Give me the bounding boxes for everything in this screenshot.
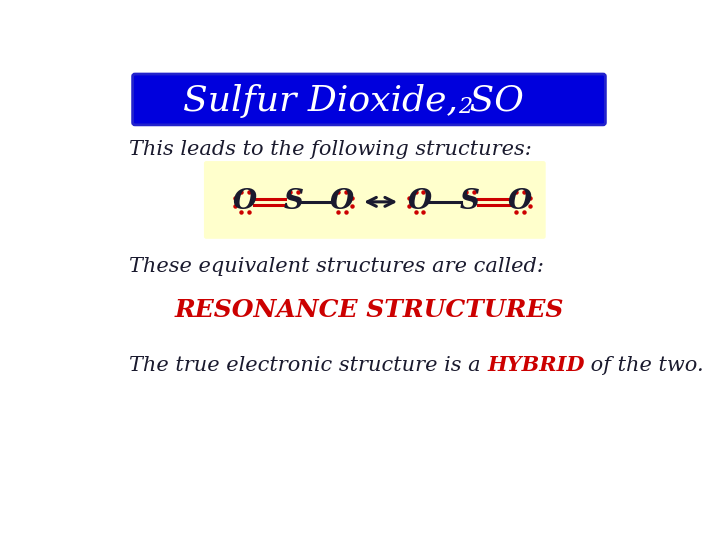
Text: O: O	[233, 188, 257, 215]
Text: S: S	[460, 188, 480, 215]
FancyBboxPatch shape	[132, 74, 606, 125]
Text: Sulfur Dioxide, SO: Sulfur Dioxide, SO	[183, 84, 524, 118]
Text: These equivalent structures are called:: These equivalent structures are called:	[129, 257, 544, 276]
Text: HYBRID: HYBRID	[487, 355, 585, 375]
Text: RESONANCE STRUCTURES: RESONANCE STRUCTURES	[174, 298, 564, 322]
Text: S: S	[284, 188, 304, 215]
FancyBboxPatch shape	[204, 161, 546, 239]
Text: of the two.: of the two.	[585, 356, 704, 375]
Text: O: O	[508, 188, 532, 215]
Text: O: O	[408, 188, 431, 215]
Text: 2: 2	[458, 96, 472, 118]
Text: O: O	[330, 188, 354, 215]
Text: The true electronic structure is a: The true electronic structure is a	[129, 356, 487, 375]
Text: This leads to the following structures:: This leads to the following structures:	[129, 140, 531, 159]
